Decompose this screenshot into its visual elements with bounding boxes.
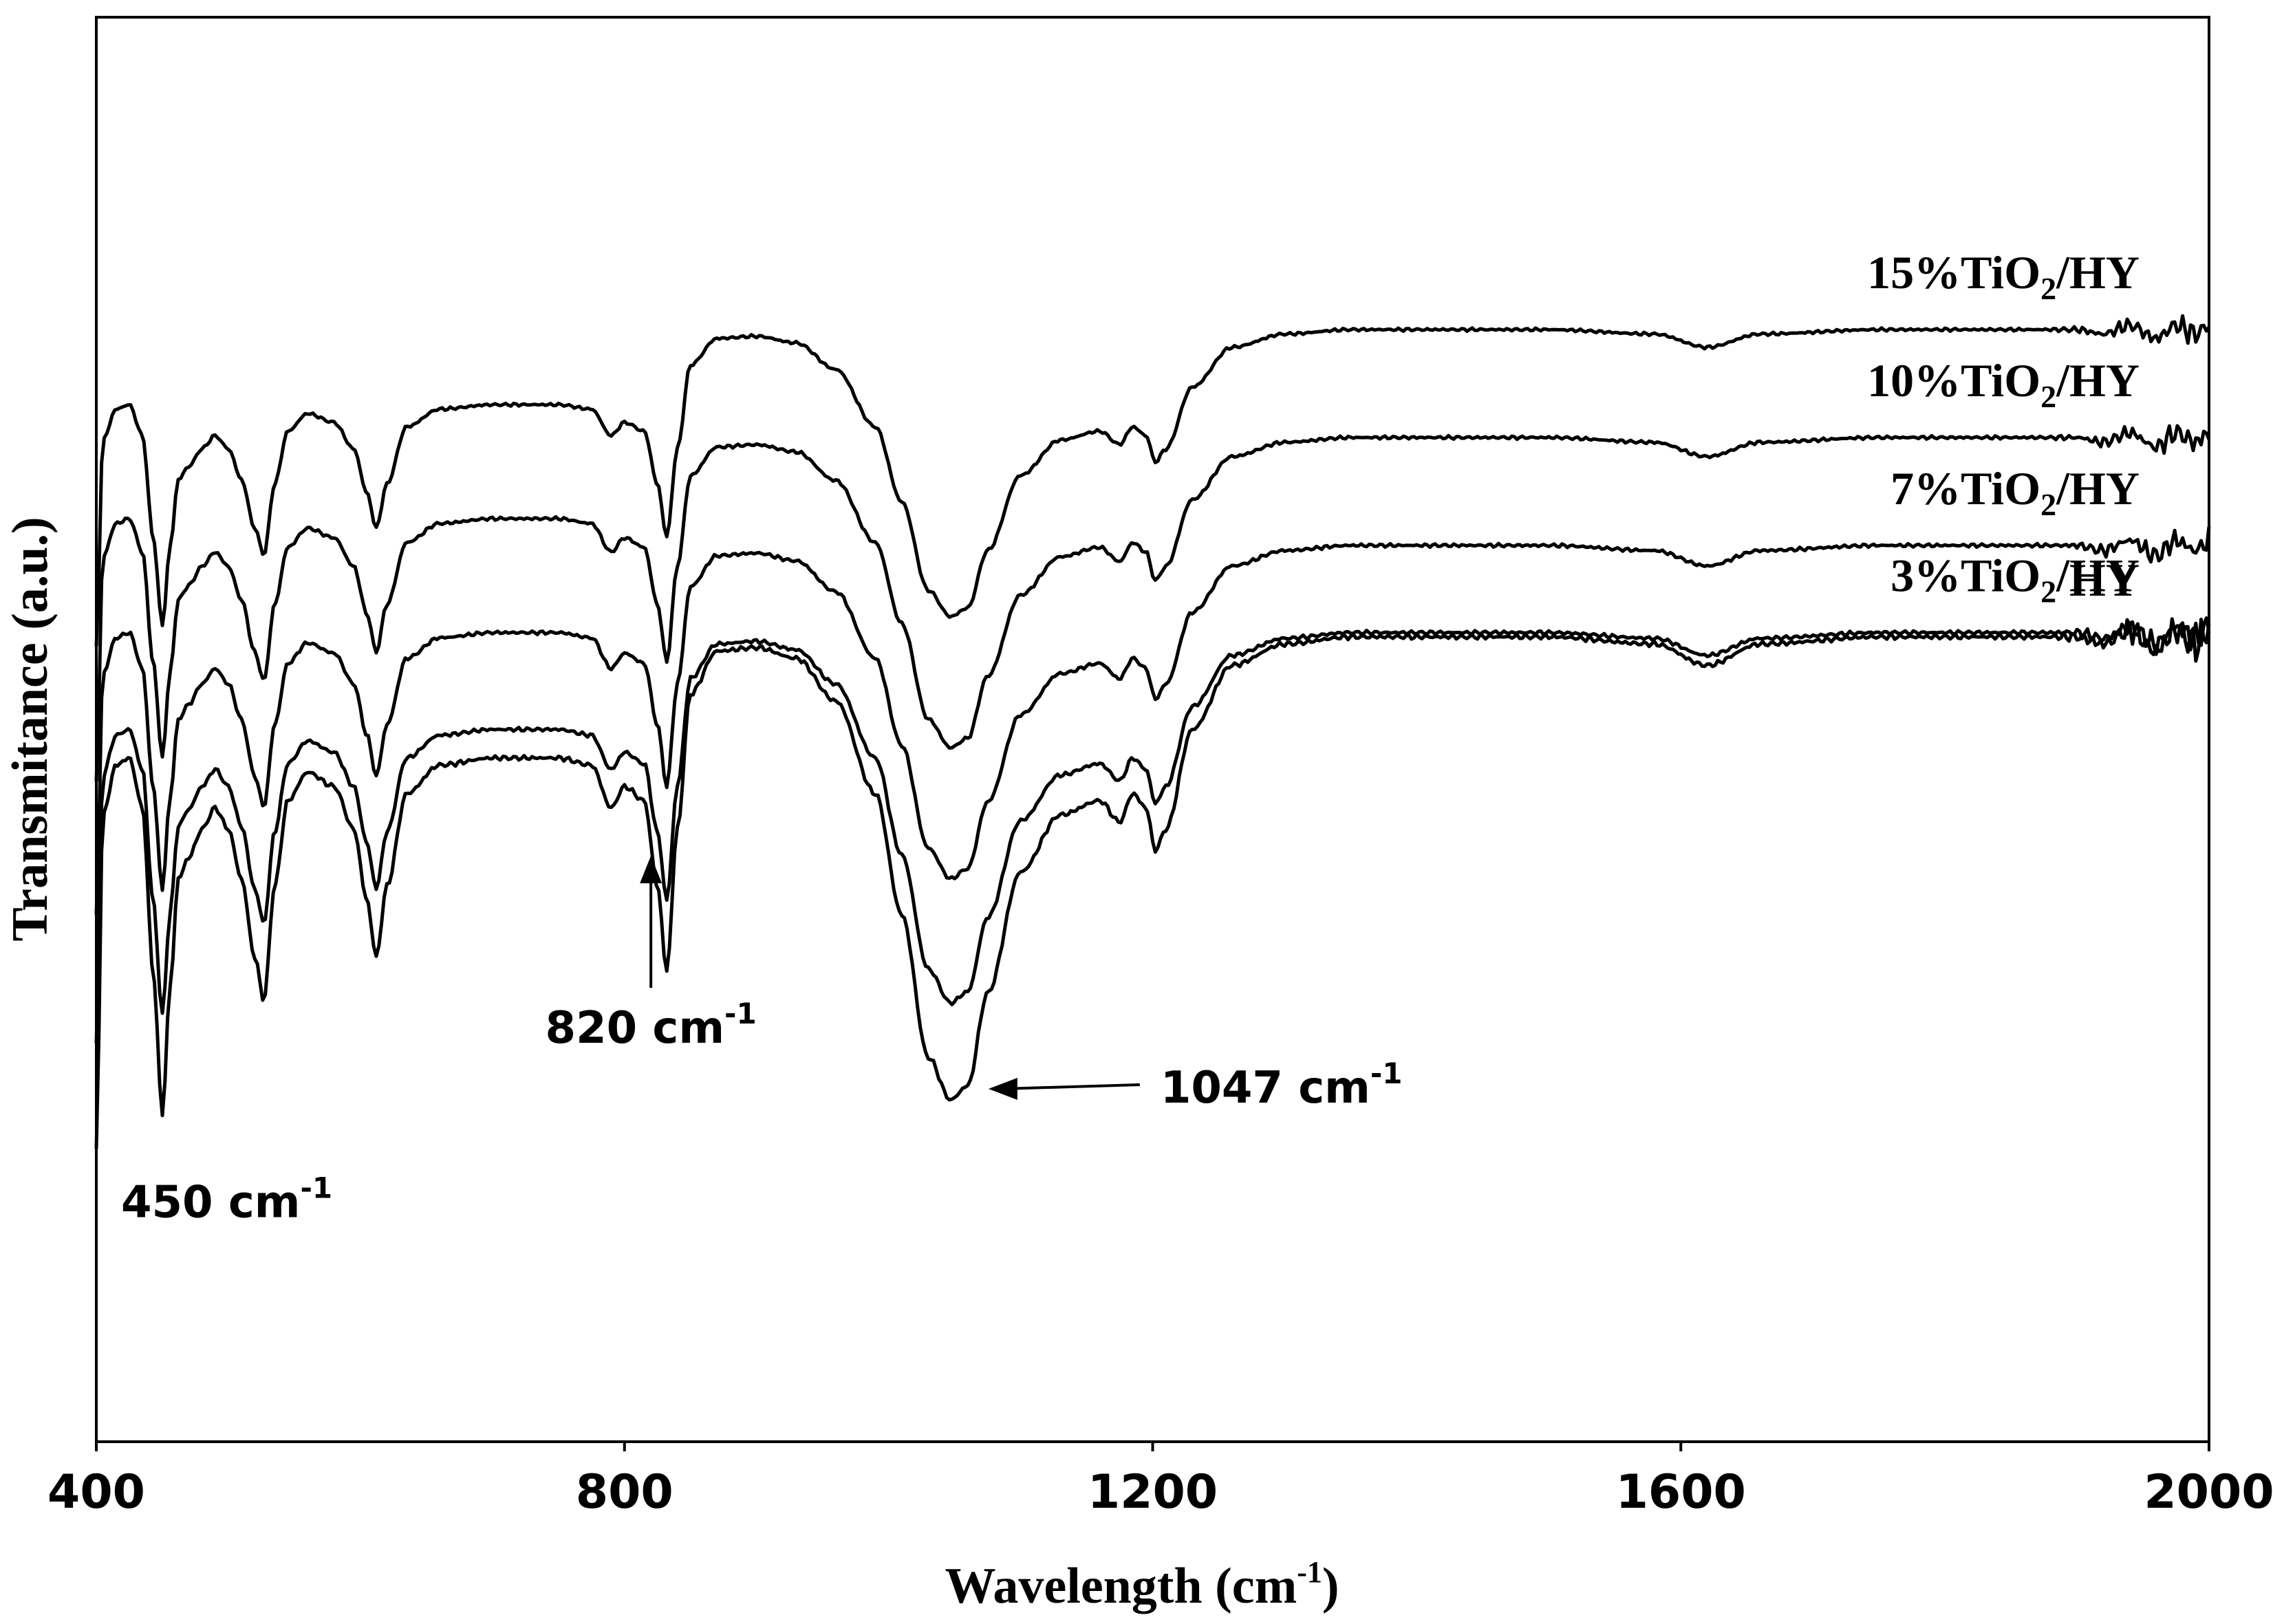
annotation-arrow-shaft bbox=[1002, 1083, 1140, 1090]
annotations: 450 cm-1 820 cm-1 1047 cm-1 bbox=[121, 856, 1403, 1228]
series-label-0: HY bbox=[2069, 554, 2140, 606]
series-label-4: 15%TiO2/HY bbox=[1867, 246, 2140, 306]
x-axis-ticks: 400 800 1200 1600 2000 bbox=[47, 1442, 2273, 1519]
x-tick-label: 400 bbox=[47, 1465, 145, 1519]
series-line-2 bbox=[94, 526, 2211, 915]
x-tick-label: 1200 bbox=[1088, 1465, 1218, 1519]
annotation-arrowhead bbox=[640, 856, 662, 884]
x-axis-title: Wavelength (cm-1) bbox=[945, 1555, 1339, 1614]
x-tick-label: 1600 bbox=[1616, 1465, 1746, 1519]
annotation-label-0: 450 cm-1 bbox=[121, 1171, 332, 1228]
series-label-2: 7%TiO2/HY bbox=[1890, 462, 2140, 522]
series-label-1: 3%TiO2/HY bbox=[1890, 550, 2140, 609]
series-label-3: 10%TiO2/HY bbox=[1867, 354, 2140, 414]
x-tick-label: 2000 bbox=[2144, 1465, 2273, 1519]
plot-frame bbox=[95, 16, 2210, 1443]
annotation-label-1: 820 cm-1 bbox=[546, 997, 757, 1054]
annotation-label-2: 1047 cm-1 bbox=[1161, 1057, 1403, 1114]
series-line-3 bbox=[94, 424, 2211, 782]
annotation-arrowhead bbox=[988, 1077, 1017, 1100]
series-line-4 bbox=[94, 314, 2211, 647]
series-group bbox=[94, 314, 2211, 1149]
series-labels: HY3%TiO2/HY 7%TiO2/HY 10%TiO2/HY 15%TiO2/HY bbox=[1867, 246, 2140, 609]
series-line-0 bbox=[94, 617, 2211, 1149]
y-axis-title: Transmitance (a.u.) bbox=[2, 517, 58, 941]
x-tick-label: 800 bbox=[576, 1465, 674, 1519]
series-line-1 bbox=[94, 616, 2211, 1043]
